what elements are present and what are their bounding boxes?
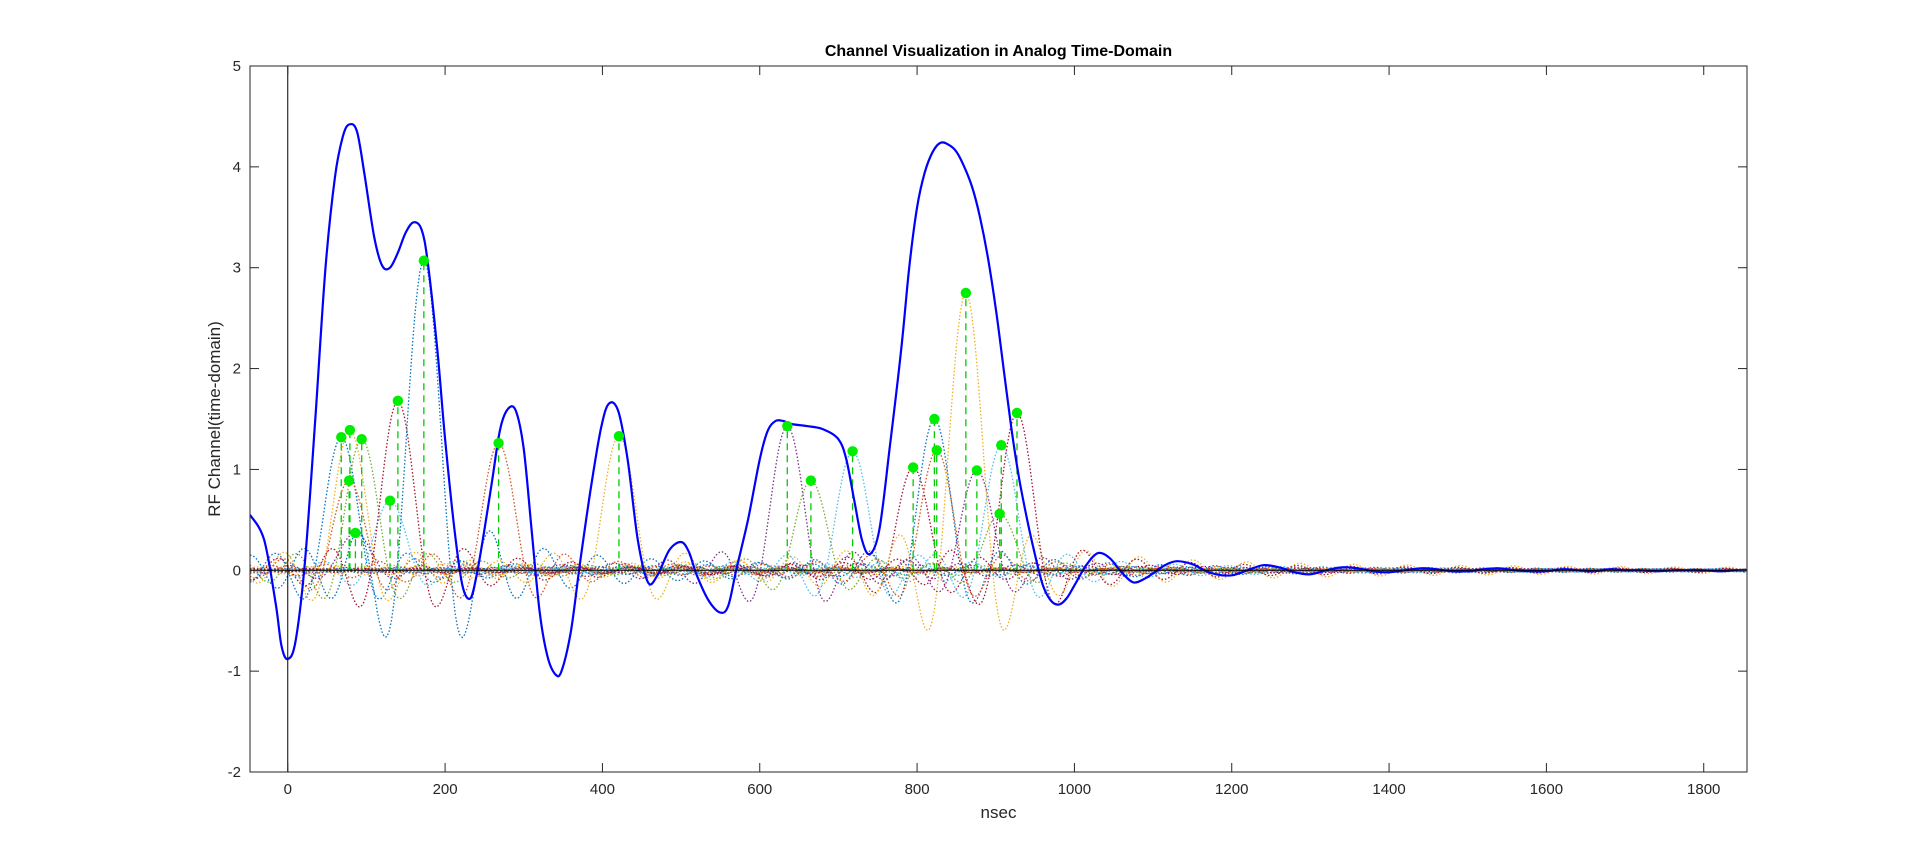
tap-marker <box>847 446 858 457</box>
component-pulse <box>250 444 1747 599</box>
axes <box>249 65 1748 773</box>
tap-marker <box>1011 407 1023 419</box>
y-tick-label: -2 <box>228 764 241 781</box>
tap-marker <box>343 475 355 486</box>
y-tick-label: 4 <box>233 159 241 176</box>
x-tick-label: 0 <box>284 781 292 798</box>
tap-marker <box>344 424 356 436</box>
tap-markers <box>336 255 1023 539</box>
component-pulse <box>250 412 1747 606</box>
component-pulse <box>250 469 1747 593</box>
component-pulse <box>250 292 1747 632</box>
total-response <box>250 122 1747 678</box>
tap-marker <box>782 420 793 432</box>
plot-area <box>250 66 1747 772</box>
y-tick-label: 5 <box>233 58 241 75</box>
y-tick-label: 2 <box>233 361 241 378</box>
x-tick-label: 1000 <box>1058 781 1091 798</box>
tap-marker <box>493 438 504 449</box>
x-tick-label: 1400 <box>1372 781 1405 798</box>
x-tick-label: 800 <box>905 781 930 798</box>
tap-marker <box>929 413 940 425</box>
tap-marker <box>996 440 1007 451</box>
tick-labels: 0 200 400 600 800 1000 1200 1400 1600 1800 -2 -1 0 1 2… <box>228 58 1721 798</box>
x-tick-label: 600 <box>747 781 772 798</box>
y-tick-label: 1 <box>233 461 241 478</box>
tap-stems <box>340 260 1018 571</box>
tap-marker <box>418 255 430 266</box>
x-axis-label: nsec <box>981 803 1017 822</box>
tap-marker <box>994 508 1005 520</box>
tap-marker <box>805 475 817 486</box>
tap-marker <box>356 433 367 445</box>
x-tick-label: 1200 <box>1215 781 1248 798</box>
component-pulse <box>250 442 1747 599</box>
y-tick-label: 0 <box>233 562 241 579</box>
component-pulse <box>250 449 1747 597</box>
axes-box <box>249 65 1748 773</box>
x-tick-label: 1800 <box>1687 781 1720 798</box>
tap-marker <box>960 287 972 299</box>
tap-marker <box>971 465 983 476</box>
tap-marker <box>907 462 919 473</box>
tap-marker <box>336 431 347 443</box>
total-response-line <box>250 122 1747 678</box>
y-tick-label: 3 <box>233 260 241 277</box>
y-axis-label: RF Channel(time-domain) <box>205 321 224 517</box>
tap-marker <box>613 430 625 442</box>
tap-marker <box>392 395 404 407</box>
x-tick-label: 200 <box>433 781 458 798</box>
tap-marker <box>384 495 396 506</box>
x-tick-label: 1600 <box>1530 781 1563 798</box>
tap-marker <box>931 445 942 456</box>
component-pulse <box>250 260 1747 639</box>
x-tick-label: 400 <box>590 781 615 798</box>
y-tick-label: -1 <box>228 663 241 680</box>
tap-marker <box>350 527 361 539</box>
chart-title: Channel Visualization in Analog Time-Dom… <box>825 43 1172 60</box>
